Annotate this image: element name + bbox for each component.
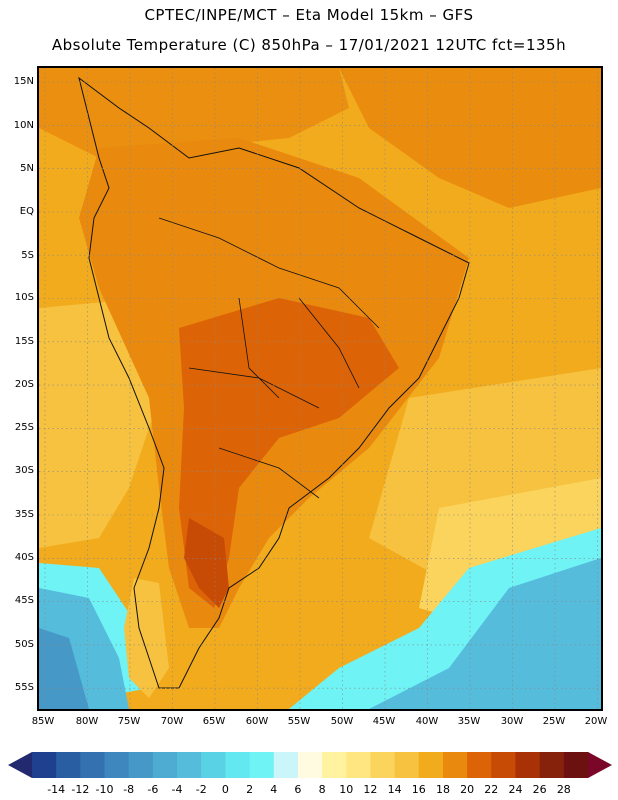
colorbar-box	[56, 752, 81, 778]
colorbar-tick-label: 22	[484, 783, 499, 796]
colorbar-box	[515, 752, 541, 778]
lon-label-40w: 40W	[415, 716, 439, 727]
colorbar-tick-label: -14	[47, 783, 66, 796]
lon-label-60w: 60W	[245, 716, 269, 727]
pacific-mild-region	[39, 298, 159, 548]
north-warm-region	[339, 68, 601, 208]
lat-label-10s: 10S	[14, 292, 34, 303]
coordinate-grid	[39, 68, 601, 709]
lon-label-75w: 75W	[117, 716, 141, 727]
colorbar-tick-label: 18	[435, 783, 450, 796]
colorbar-box	[563, 752, 589, 778]
colorbar-box	[491, 752, 516, 778]
colorbar-box	[249, 752, 275, 778]
colorbar-tick-label: 2	[246, 783, 254, 796]
colorbar-box	[32, 752, 57, 778]
colorbar-box	[225, 752, 251, 778]
colorbar-box	[128, 752, 154, 778]
colorbar-box	[104, 752, 130, 778]
colorbar	[8, 752, 612, 778]
continent-hot	[179, 298, 399, 608]
colorbar-box	[177, 752, 202, 778]
continent-andes-cool	[124, 578, 169, 698]
colorbar-tick-label: 0	[221, 783, 229, 796]
colorbar-tick-label: -8	[123, 783, 135, 796]
colorbar-box	[152, 752, 178, 778]
lat-label-5n: 5N	[20, 163, 34, 174]
lat-label-45s: 45S	[14, 595, 34, 606]
colorbar-tick-label: 16	[411, 783, 426, 796]
chart-title-line1: CPTEC/INPE/MCT – Eta Model 15km – GFS	[144, 6, 474, 24]
lon-label-55w: 55W	[287, 716, 311, 727]
continent-very-hot	[184, 518, 229, 608]
colorbar-tick-label: 26	[532, 783, 547, 796]
colorbar-tick-label: 12	[363, 783, 378, 796]
lon-label-70w: 70W	[160, 716, 184, 727]
lon-label-45w: 45W	[372, 716, 396, 727]
lon-label-65w: 65W	[202, 716, 226, 727]
colorbar-box	[370, 752, 396, 778]
colorbar-tick-label: 4	[270, 783, 278, 796]
colorbar-box	[201, 752, 226, 778]
colorbar-tick-label: 6	[294, 783, 302, 796]
lat-label-15n: 15N	[13, 76, 34, 87]
colorbar-tick-label: -6	[147, 783, 159, 796]
lat-label-15s: 15S	[14, 336, 34, 347]
lat-label-30s: 30S	[14, 465, 34, 476]
lon-label-25w: 25W	[542, 716, 566, 727]
lon-label-85w: 85W	[31, 716, 55, 727]
southeast-colder-region	[369, 558, 601, 709]
colorbar-tick-label: -2	[195, 783, 207, 796]
lat-label-35s: 35S	[14, 509, 34, 520]
coastline	[78, 76, 470, 689]
temperature-map[interactable]	[37, 66, 603, 711]
lon-label-80w: 80W	[75, 716, 99, 727]
colorbar-box	[273, 752, 299, 778]
colorbar-tick-label: 8	[318, 783, 326, 796]
colorbar-box	[80, 752, 106, 778]
lat-label-5s: 5S	[21, 250, 34, 261]
patagonia-mild	[169, 628, 339, 698]
lon-label-50w: 50W	[330, 716, 354, 727]
colorbar-tick-label: 10	[339, 783, 354, 796]
colorbar-boxes	[8, 752, 612, 778]
colorbar-tick-label: -10	[95, 783, 114, 796]
lat-label-eq: EQ	[19, 206, 34, 217]
colorbar-tick-label: -12	[71, 783, 90, 796]
lon-label-20w: 20W	[584, 716, 608, 727]
colorbar-box	[346, 752, 371, 778]
colorbar-low-arrow	[8, 752, 32, 778]
colorbar-high-arrow	[588, 752, 612, 778]
colorbar-tick-label: 14	[387, 783, 402, 796]
colorbar-box	[539, 752, 565, 778]
colorbar-box	[442, 752, 468, 778]
colorbar-tick-label: 28	[556, 783, 571, 796]
colorbar-tick-label: 20	[460, 783, 475, 796]
north-warm-region-2	[39, 68, 349, 158]
lat-label-55s: 55S	[14, 682, 34, 693]
colorbar-box	[467, 752, 492, 778]
colorbar-tick-label: 24	[508, 783, 523, 796]
colorbar-box	[418, 752, 444, 778]
colorbar-tick-label: -4	[171, 783, 183, 796]
chart-title-line2: Absolute Temperature (C) 850hPa – 17/01/…	[51, 36, 567, 54]
far-southwest-cold	[39, 628, 89, 709]
lat-label-10n: 10N	[13, 120, 34, 131]
lon-label-30w: 30W	[500, 716, 524, 727]
lat-label-50s: 50S	[14, 639, 34, 650]
lat-label-20s: 20S	[14, 379, 34, 390]
colorbar-box	[297, 752, 323, 778]
lon-label-35w: 35W	[457, 716, 481, 727]
country-borders	[158, 217, 380, 499]
colorbar-box	[394, 752, 420, 778]
colorbar-box	[322, 752, 347, 778]
lat-label-40s: 40S	[14, 552, 34, 563]
map-canvas	[39, 68, 601, 709]
lat-label-25s: 25S	[14, 422, 34, 433]
